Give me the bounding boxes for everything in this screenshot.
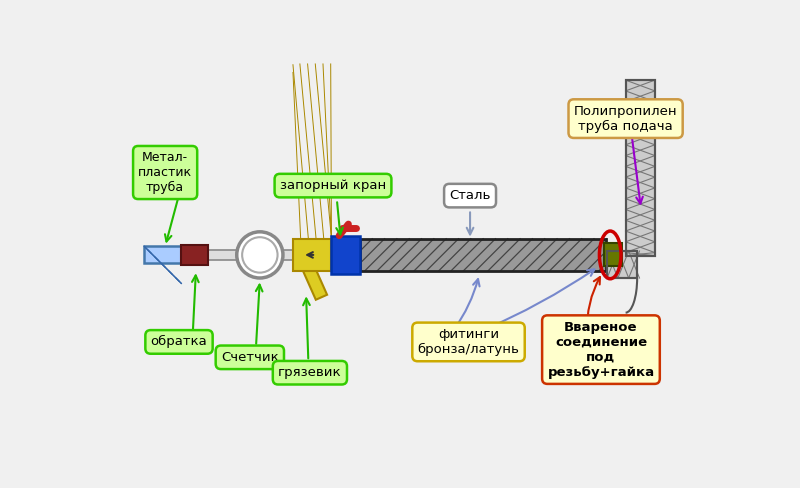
Text: Метал-
пластик
труба: Метал- пластик труба	[138, 151, 192, 194]
Polygon shape	[182, 245, 208, 265]
Polygon shape	[283, 249, 293, 260]
Polygon shape	[301, 260, 327, 300]
Polygon shape	[329, 249, 331, 260]
Polygon shape	[360, 239, 606, 271]
Text: Ввареное
соединение
под
резьбу+гайка: Ввареное соединение под резьбу+гайка	[547, 321, 654, 379]
Text: Счетчик: Счетчик	[221, 351, 278, 364]
Text: грязевик: грязевик	[278, 366, 342, 379]
Circle shape	[237, 232, 283, 278]
Text: фитинги
бронза/латунь: фитинги бронза/латунь	[418, 328, 519, 356]
Polygon shape	[637, 251, 655, 256]
Polygon shape	[331, 236, 360, 274]
Polygon shape	[626, 80, 655, 256]
Text: Сталь: Сталь	[450, 189, 490, 202]
Polygon shape	[144, 246, 182, 264]
Text: запорный кран: запорный кран	[280, 179, 386, 192]
Text: Полипропилен
труба подача: Полипропилен труба подача	[574, 104, 678, 133]
Polygon shape	[293, 239, 331, 271]
Text: обратка: обратка	[150, 335, 207, 348]
Polygon shape	[206, 249, 237, 260]
Polygon shape	[607, 251, 637, 278]
Polygon shape	[604, 244, 622, 266]
